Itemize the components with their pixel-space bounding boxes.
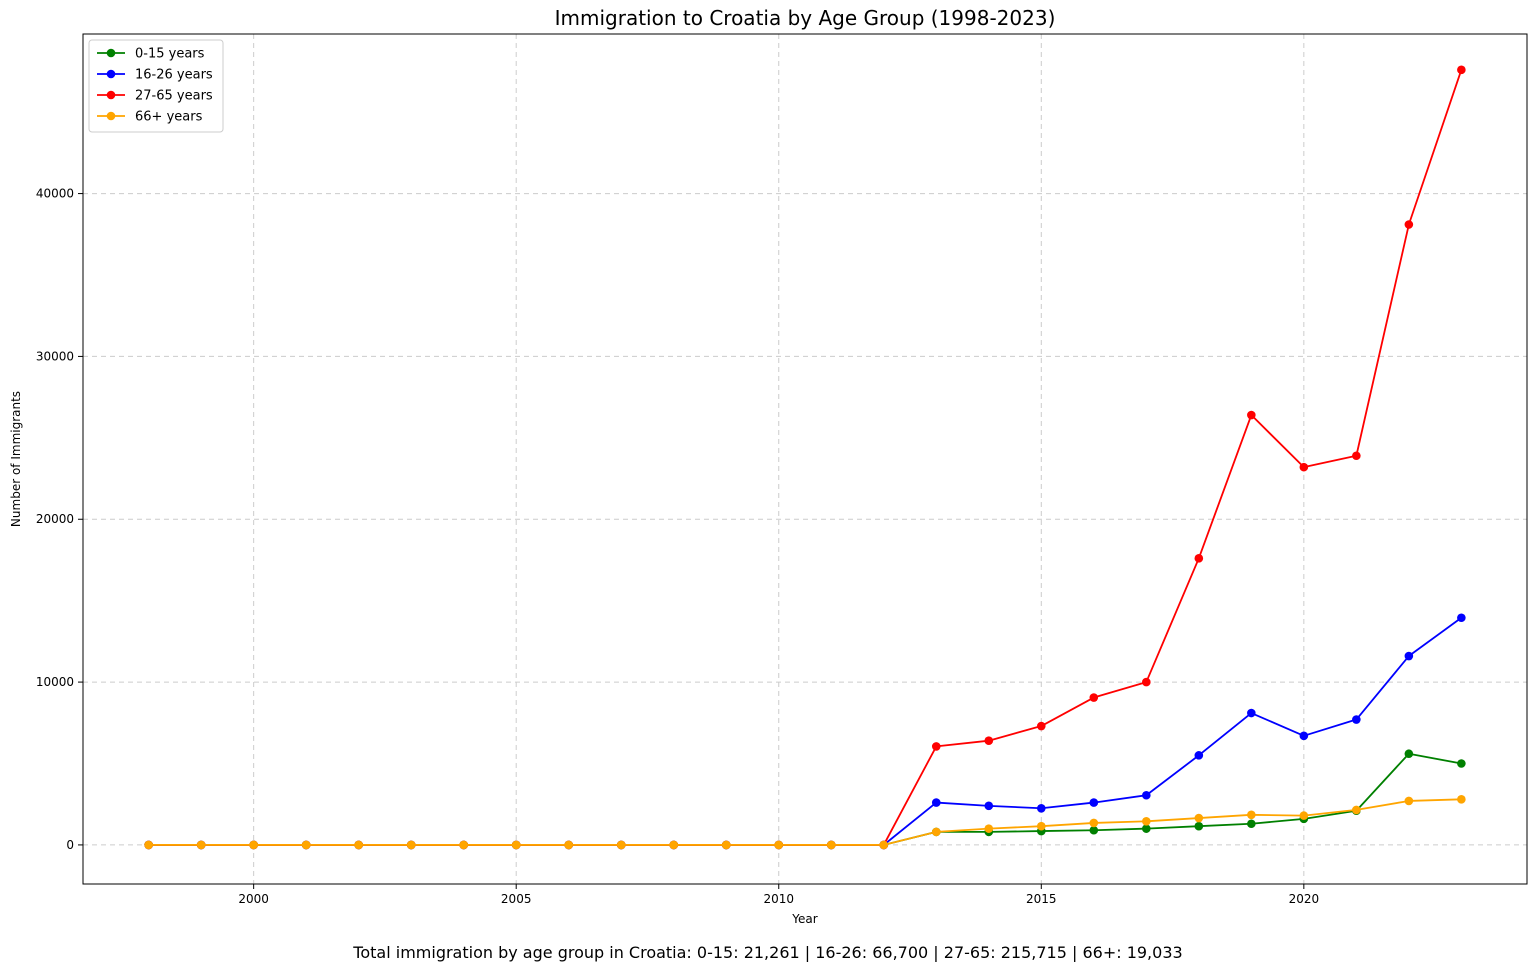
legend-box	[88, 39, 224, 133]
data-point	[301, 840, 311, 850]
data-point	[1089, 798, 1099, 807]
x-tick-label: 2020	[1289, 892, 1320, 906]
legend-marker	[106, 90, 116, 100]
data-point	[1404, 796, 1414, 806]
data-point	[1142, 790, 1151, 800]
data-point	[1247, 708, 1256, 718]
plot-frame	[82, 33, 1528, 885]
series-3	[144, 795, 1466, 850]
data-point	[564, 840, 574, 850]
data-point	[984, 801, 994, 811]
data-point	[1089, 693, 1099, 702]
data-point	[144, 840, 153, 850]
data-point	[354, 840, 363, 850]
data-point	[1142, 824, 1151, 833]
data-point	[1352, 805, 1361, 815]
data-point	[1194, 813, 1204, 823]
data-point	[1457, 795, 1466, 804]
data-point	[1194, 821, 1204, 831]
legend-label: 0-15 years	[135, 47, 205, 62]
legend-marker	[106, 111, 116, 121]
data-point	[1247, 410, 1256, 420]
data-point	[879, 840, 889, 850]
data-point	[406, 840, 416, 850]
data-point	[1352, 451, 1361, 461]
y-tick-label: 0	[66, 838, 74, 852]
data-point	[459, 840, 468, 850]
x-tick-label: 2005	[501, 892, 532, 906]
data-point	[721, 840, 731, 850]
data-point	[249, 840, 258, 850]
x-tick-label: 2015	[1026, 892, 1057, 906]
data-point	[774, 840, 784, 850]
data-point	[1404, 220, 1414, 229]
axis-ticks: 2000 2005 2010 2015 2020 0 10000 20000 30000 4000…	[36, 187, 1319, 906]
data-point	[1299, 462, 1309, 472]
data-point	[669, 840, 679, 850]
data-point	[1404, 651, 1414, 661]
legend-label: 16-26 years	[135, 68, 213, 83]
chart-title: Immigration to Croatia by Age Group (199…	[555, 6, 1056, 30]
footnote-totals: Total immigration by age group in Croati…	[352, 943, 1182, 962]
data-point	[1142, 677, 1151, 687]
data-point	[1352, 715, 1361, 724]
data-point	[931, 827, 941, 837]
y-axis-label: Number of Immigrants	[9, 391, 23, 527]
data-point	[1036, 803, 1046, 813]
data-point	[984, 736, 994, 745]
data-point	[511, 840, 521, 850]
data-point	[931, 742, 941, 751]
legend-marker	[106, 48, 116, 58]
legend-label: 27-65 years	[135, 89, 213, 104]
data-point	[1247, 819, 1256, 829]
data-point	[826, 840, 836, 850]
legend-marker	[106, 69, 116, 79]
y-tick-label: 40000	[36, 187, 74, 201]
legend: 0-15 years 16-26 years 27-65 years 66+ year…	[88, 39, 224, 133]
data-point	[984, 824, 994, 833]
data-point	[1036, 721, 1046, 731]
y-tick-label: 10000	[36, 675, 74, 689]
data-point	[1404, 749, 1414, 759]
series-layer	[144, 65, 1466, 850]
data-point	[1089, 818, 1099, 828]
data-point	[196, 840, 206, 850]
data-point	[1194, 751, 1204, 760]
data-point	[1299, 811, 1309, 820]
x-axis-label: Year	[791, 912, 817, 926]
data-point	[1142, 817, 1151, 826]
data-point	[1457, 65, 1466, 75]
data-point	[1247, 810, 1256, 820]
y-tick-label: 20000	[36, 512, 74, 526]
data-point	[1089, 825, 1099, 835]
data-point	[1194, 554, 1204, 563]
y-tick-label: 30000	[36, 349, 74, 363]
data-point	[931, 798, 941, 807]
legend-label: 66+ years	[135, 110, 203, 125]
data-point	[1036, 821, 1046, 831]
data-point	[1299, 731, 1309, 741]
data-point	[1457, 613, 1466, 623]
data-point	[1457, 759, 1466, 768]
x-tick-label: 2010	[763, 892, 794, 906]
series-line	[148, 798, 1462, 846]
data-point	[616, 840, 626, 850]
x-tick-label: 2000	[238, 892, 269, 906]
